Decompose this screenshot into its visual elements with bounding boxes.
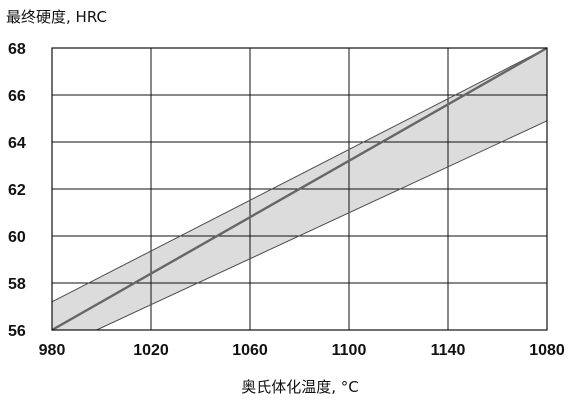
x-axis-title: 奥氏体化温度, °C xyxy=(241,378,359,396)
y-tick-label: 62 xyxy=(8,182,26,199)
mean-line xyxy=(51,46,548,332)
plot-frame xyxy=(51,47,548,331)
x-tick-label: 1020 xyxy=(133,342,169,359)
y-tick-label: 66 xyxy=(8,88,26,105)
x-tick-label: 980 xyxy=(39,342,66,359)
y-tick-label: 58 xyxy=(8,276,26,293)
upper-bound-line xyxy=(51,47,548,303)
x-tick-label: 1140 xyxy=(431,342,466,359)
x-tick-label: 1060 xyxy=(232,342,268,359)
x-tick-label: 1080 xyxy=(529,342,565,359)
y-tick-label: 56 xyxy=(8,323,26,340)
plot-area: 980 1020 1060 1100 1140 1080 56 58 60 62 64 66 68 xyxy=(8,41,565,359)
y-tick-label: 64 xyxy=(8,135,26,152)
y-axis-title: 最终硬度, HRC xyxy=(6,8,107,26)
x-tick-label: 1100 xyxy=(332,342,367,359)
lower-bound-line xyxy=(96,120,548,331)
y-tick-label: 60 xyxy=(8,229,26,246)
y-tick-label: 68 xyxy=(8,41,26,58)
